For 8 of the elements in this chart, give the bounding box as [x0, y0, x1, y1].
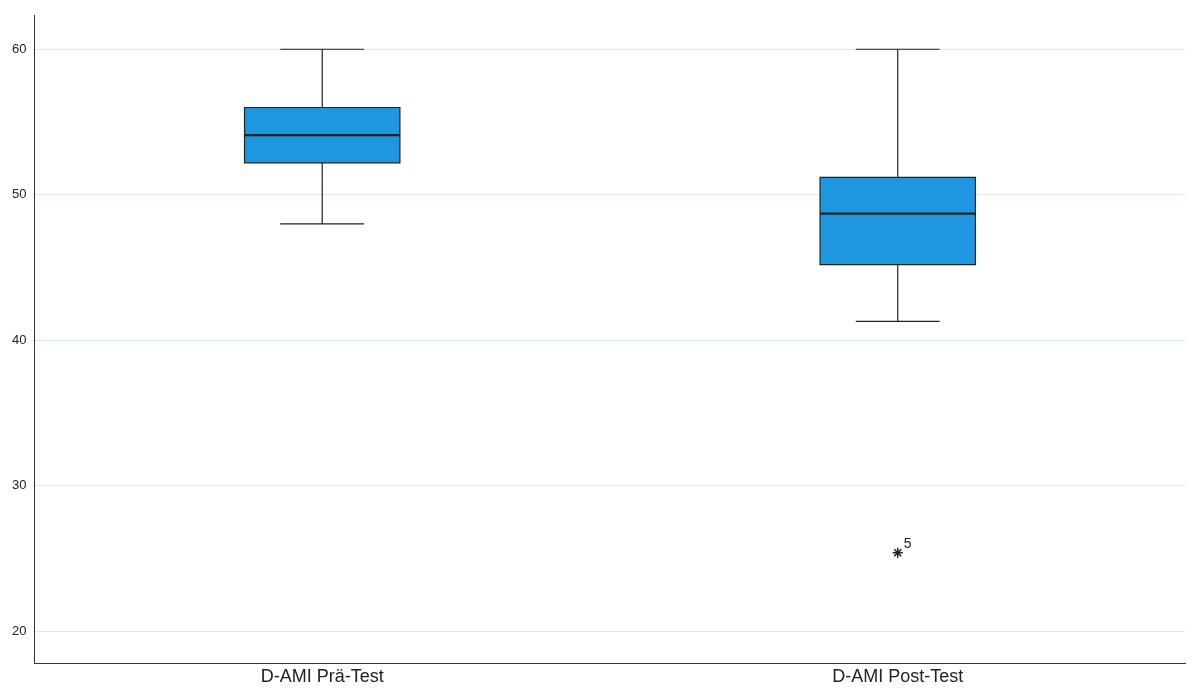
y-tick-label: 40 — [11, 331, 27, 347]
y-tick-label: 60 — [11, 40, 27, 56]
x-tick-label: D-AMI Prä-Test — [260, 666, 384, 687]
y-tick-label: 50 — [11, 186, 27, 202]
y-tick-label: 20 — [11, 622, 27, 638]
x-tick-label: D-AMI Post-Test — [832, 666, 964, 687]
annotation: 5 — [903, 534, 912, 551]
y-tick-label: 30 — [11, 477, 27, 493]
